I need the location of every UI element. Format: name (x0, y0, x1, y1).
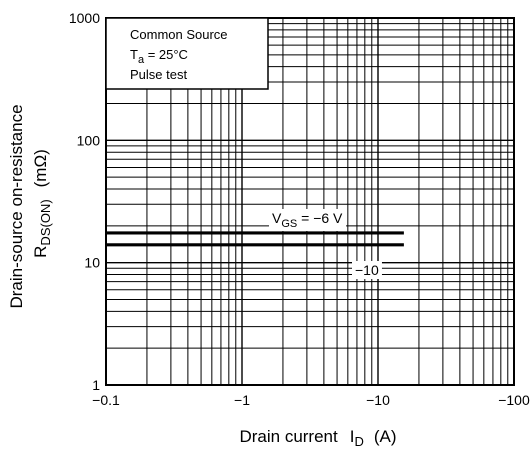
y-axis-title-line-2: RDS(ON) (mΩ) (31, 149, 53, 258)
series-layer (106, 231, 404, 247)
x-tick-label: −0.1 (92, 392, 120, 408)
series-label-vgs-10: −10 (355, 262, 379, 278)
y-tick-label: 1000 (69, 10, 100, 26)
conditions-symbol: T (130, 47, 138, 62)
x-tick-labels: −0.1 −1 −10 −100 (92, 392, 530, 408)
conditions-subscript: a (138, 54, 145, 66)
series-label-bg (269, 209, 347, 231)
series-label-bg (352, 261, 382, 279)
y-tick-label: 1 (92, 377, 100, 393)
y-axis-title-unit: (mΩ) (31, 149, 50, 187)
conditions-line-1: Common Source (130, 27, 228, 42)
x-axis-title-subscript: D (354, 434, 363, 449)
y-axis-title-line-1: Drain-source on-resistance (7, 104, 26, 308)
series-label-rest: = −6 V (297, 210, 343, 226)
x-tick-label: −10 (366, 392, 390, 408)
plot-frame (105, 17, 515, 386)
x-tick-label: −100 (498, 392, 530, 408)
y-tick-label: 100 (77, 132, 101, 148)
series-label-vgs-6: VGS = −6 V (272, 210, 343, 230)
y-axis-title-subscript: DS(ON) (38, 199, 53, 245)
x-axis-title-unit: (A) (374, 427, 397, 446)
conditions-line-2: Ta = 25°C (130, 47, 188, 66)
y-tick-label: 10 (84, 255, 100, 271)
conditions-line-3: Pulse test (130, 67, 187, 82)
series-label-subscript: GS (281, 218, 297, 230)
x-tick-label: −1 (234, 392, 250, 408)
y-axis-title-symbol: R (31, 246, 50, 258)
x-axis-title: Drain current ID (A) (239, 427, 396, 449)
x-axis-title-main: Drain current (239, 427, 338, 446)
y-tick-labels: 1 10 100 1000 (69, 10, 100, 393)
series-label-symbol: V (272, 210, 282, 226)
x-axis-title-symbol: I (350, 427, 355, 446)
conditions-box (105, 17, 269, 90)
conditions-rest: = 25°C (144, 47, 188, 62)
